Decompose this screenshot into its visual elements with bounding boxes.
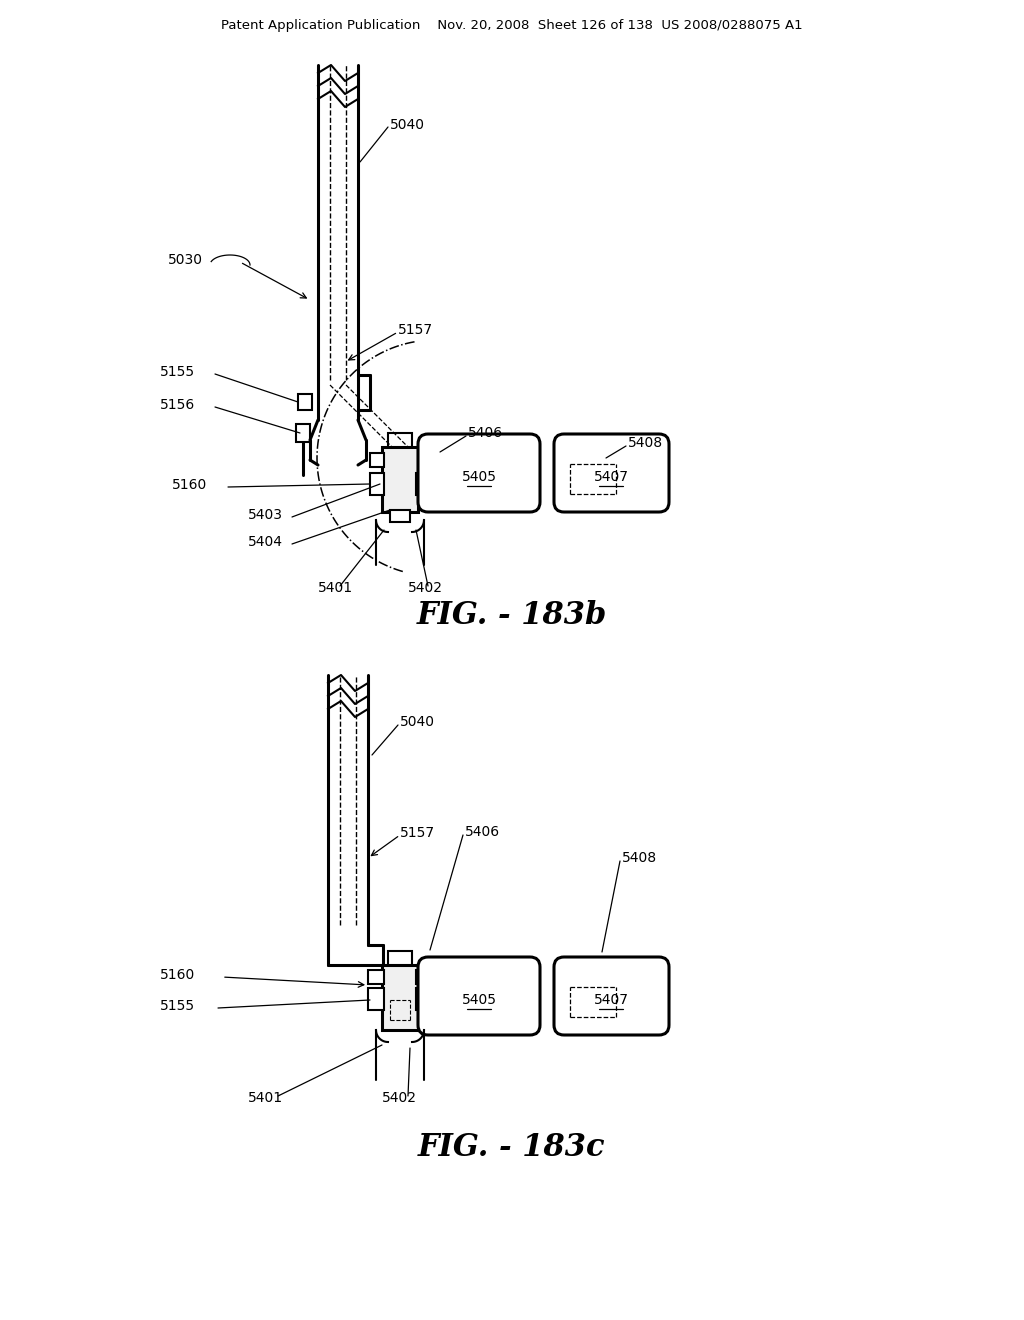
Text: 5160: 5160 (160, 968, 196, 982)
Text: 5404: 5404 (248, 535, 283, 549)
Bar (370, 473, 384, 495)
Text: 5405: 5405 (462, 470, 497, 484)
Bar (390, 510, 410, 521)
Text: 5401: 5401 (248, 1092, 283, 1105)
Text: 5407: 5407 (594, 470, 629, 484)
Text: 5406: 5406 (465, 825, 500, 840)
Bar (382, 965, 418, 1030)
Text: 5155: 5155 (160, 366, 196, 379)
Bar (416, 970, 432, 983)
Text: 5401: 5401 (318, 581, 353, 595)
FancyBboxPatch shape (418, 957, 540, 1035)
Text: 5402: 5402 (382, 1092, 417, 1105)
Text: 5157: 5157 (400, 826, 435, 840)
Bar (298, 393, 312, 411)
Text: 5040: 5040 (390, 117, 425, 132)
Bar (382, 447, 418, 512)
Bar (388, 950, 412, 965)
Text: 5156: 5156 (160, 399, 196, 412)
FancyBboxPatch shape (554, 957, 669, 1035)
Text: FIG. - 183b: FIG. - 183b (417, 599, 607, 631)
Text: 5402: 5402 (408, 581, 443, 595)
Text: 5408: 5408 (622, 851, 657, 865)
Bar (368, 987, 384, 1010)
Bar (416, 473, 430, 495)
Text: 5160: 5160 (172, 478, 207, 492)
Text: 5407: 5407 (594, 993, 629, 1007)
Text: 5403: 5403 (248, 508, 283, 521)
Text: Patent Application Publication    Nov. 20, 2008  Sheet 126 of 138  US 2008/02880: Patent Application Publication Nov. 20, … (221, 18, 803, 32)
Text: 5408: 5408 (628, 436, 664, 450)
FancyBboxPatch shape (554, 434, 669, 512)
FancyBboxPatch shape (418, 434, 540, 512)
Bar (370, 453, 384, 467)
Bar (296, 424, 310, 442)
Bar (368, 970, 384, 983)
Text: 5030: 5030 (168, 253, 203, 267)
Bar (416, 987, 432, 1010)
Bar (388, 433, 412, 447)
Text: 5157: 5157 (398, 323, 433, 337)
Text: 5155: 5155 (160, 999, 196, 1012)
Text: 5405: 5405 (462, 993, 497, 1007)
Text: FIG. - 183c: FIG. - 183c (418, 1133, 606, 1163)
Text: 5406: 5406 (468, 426, 503, 440)
Text: 5040: 5040 (400, 715, 435, 729)
